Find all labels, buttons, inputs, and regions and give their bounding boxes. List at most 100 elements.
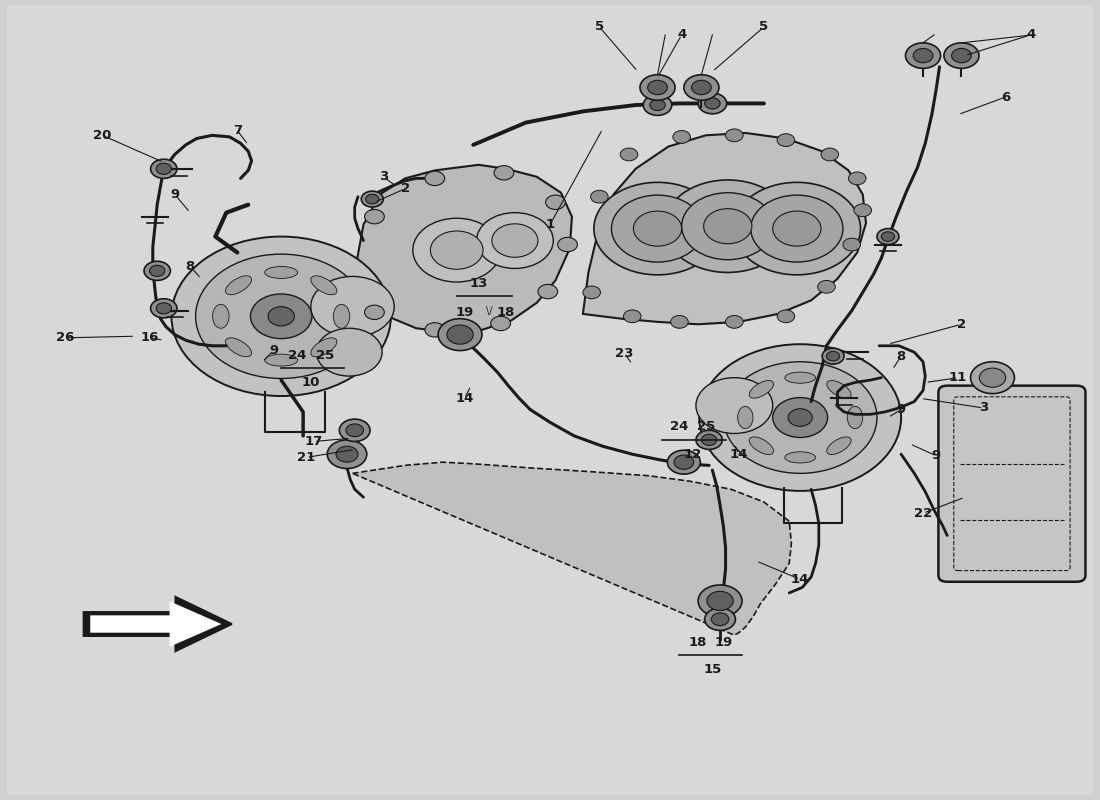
FancyBboxPatch shape — [7, 6, 1093, 794]
Circle shape — [696, 378, 772, 434]
Circle shape — [620, 148, 638, 161]
Text: 15: 15 — [703, 663, 722, 676]
Circle shape — [817, 281, 835, 293]
Ellipse shape — [226, 276, 252, 294]
Text: 18: 18 — [497, 306, 515, 319]
Ellipse shape — [333, 304, 350, 328]
Text: \/: \/ — [486, 306, 493, 316]
Circle shape — [843, 238, 860, 251]
Text: 2: 2 — [400, 182, 409, 195]
Circle shape — [328, 440, 366, 469]
Circle shape — [698, 585, 742, 617]
Circle shape — [339, 419, 370, 442]
Circle shape — [156, 163, 172, 174]
Circle shape — [494, 166, 514, 180]
Circle shape — [546, 195, 565, 210]
Ellipse shape — [212, 304, 229, 328]
Text: 8: 8 — [896, 350, 905, 362]
Circle shape — [268, 306, 295, 326]
Text: 20: 20 — [94, 129, 111, 142]
Text: 10: 10 — [301, 376, 320, 389]
Circle shape — [734, 182, 860, 275]
Circle shape — [777, 310, 794, 322]
Circle shape — [317, 328, 382, 376]
Text: 25: 25 — [696, 421, 715, 434]
Circle shape — [877, 229, 899, 245]
Circle shape — [251, 294, 312, 338]
Circle shape — [430, 231, 483, 270]
Circle shape — [707, 591, 734, 610]
Circle shape — [788, 409, 812, 426]
Text: 26: 26 — [56, 331, 74, 344]
Circle shape — [594, 182, 722, 275]
Circle shape — [979, 368, 1005, 387]
Circle shape — [674, 455, 694, 470]
Circle shape — [492, 224, 538, 258]
Circle shape — [772, 211, 821, 246]
Circle shape — [172, 237, 390, 396]
Circle shape — [591, 190, 608, 203]
Circle shape — [848, 172, 866, 185]
Circle shape — [700, 344, 901, 491]
Text: 3: 3 — [378, 170, 388, 183]
Text: 12: 12 — [683, 448, 702, 461]
Circle shape — [821, 148, 838, 161]
Circle shape — [952, 49, 971, 62]
Text: 19: 19 — [455, 306, 473, 319]
Ellipse shape — [749, 381, 773, 398]
Circle shape — [425, 171, 444, 186]
Circle shape — [476, 213, 553, 269]
Circle shape — [583, 286, 601, 298]
Circle shape — [692, 80, 712, 94]
Text: 17: 17 — [305, 435, 323, 448]
Text: 14: 14 — [455, 392, 474, 405]
Text: 16: 16 — [141, 331, 158, 344]
Circle shape — [491, 316, 510, 330]
Circle shape — [854, 204, 871, 217]
Circle shape — [881, 232, 894, 242]
Ellipse shape — [265, 266, 298, 278]
Circle shape — [684, 74, 719, 100]
Circle shape — [913, 49, 933, 62]
Circle shape — [664, 180, 791, 273]
Circle shape — [726, 129, 744, 142]
Circle shape — [644, 94, 672, 115]
Circle shape — [311, 277, 394, 337]
Circle shape — [336, 446, 358, 462]
Text: 14: 14 — [729, 448, 748, 461]
Text: 4: 4 — [1026, 28, 1035, 42]
Circle shape — [673, 130, 691, 143]
Ellipse shape — [827, 437, 851, 454]
Text: 8: 8 — [186, 259, 195, 273]
Text: 9: 9 — [170, 188, 179, 201]
Text: 22: 22 — [914, 506, 932, 520]
Ellipse shape — [749, 437, 773, 454]
Text: 25: 25 — [316, 349, 334, 362]
Polygon shape — [352, 165, 572, 332]
Polygon shape — [90, 602, 221, 646]
Circle shape — [365, 194, 378, 204]
Circle shape — [970, 362, 1014, 394]
Text: 9: 9 — [896, 403, 905, 416]
Text: 9: 9 — [268, 344, 278, 357]
Text: 5: 5 — [595, 21, 604, 34]
Text: 5: 5 — [759, 21, 769, 34]
Circle shape — [682, 193, 773, 260]
Text: 24: 24 — [670, 421, 689, 434]
Ellipse shape — [827, 381, 851, 398]
Ellipse shape — [265, 354, 298, 366]
Circle shape — [772, 398, 827, 438]
Circle shape — [156, 302, 172, 314]
Circle shape — [705, 608, 736, 630]
Circle shape — [144, 262, 170, 281]
Ellipse shape — [784, 372, 815, 383]
Text: 7: 7 — [233, 124, 242, 137]
Circle shape — [650, 99, 666, 110]
Circle shape — [150, 266, 165, 277]
Ellipse shape — [784, 452, 815, 463]
Circle shape — [538, 285, 558, 298]
Circle shape — [640, 74, 675, 100]
Circle shape — [412, 218, 500, 282]
Circle shape — [724, 362, 877, 474]
Circle shape — [826, 351, 839, 361]
